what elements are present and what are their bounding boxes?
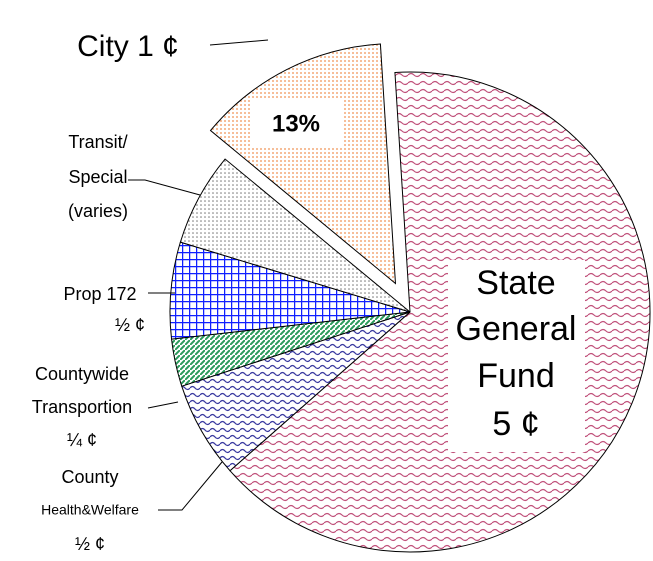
- slice-label: Special: [68, 167, 127, 187]
- slice-label: State: [476, 264, 555, 302]
- leaders: [128, 39, 269, 511]
- value-label-box: [250, 100, 342, 148]
- value-label: 13%: [272, 110, 320, 137]
- slice-label: ½ ¢: [115, 315, 145, 335]
- slice-label: ½ ¢: [75, 534, 105, 554]
- slice-label: City 1 ¢: [77, 30, 179, 63]
- slice-label: (varies): [68, 201, 128, 221]
- pie-slice: [179, 158, 411, 313]
- slice-label: Countywide: [35, 364, 129, 384]
- slice-label: Transit/: [68, 132, 127, 152]
- slice-label: ¼ ¢: [67, 430, 97, 450]
- slice-label: Transportion: [32, 397, 132, 417]
- slice-label: General: [456, 310, 577, 348]
- label-box: [448, 260, 585, 452]
- slice-label: Prop 172: [63, 284, 136, 304]
- slice-label: Health&Welfare: [41, 502, 139, 518]
- slice-label: Fund: [477, 357, 555, 395]
- slice-label: County: [61, 467, 118, 487]
- labels: State General Fund 5 ¢ County Health&Welfare ½…: [32, 30, 585, 554]
- slice-label: 5 ¢: [492, 405, 539, 443]
